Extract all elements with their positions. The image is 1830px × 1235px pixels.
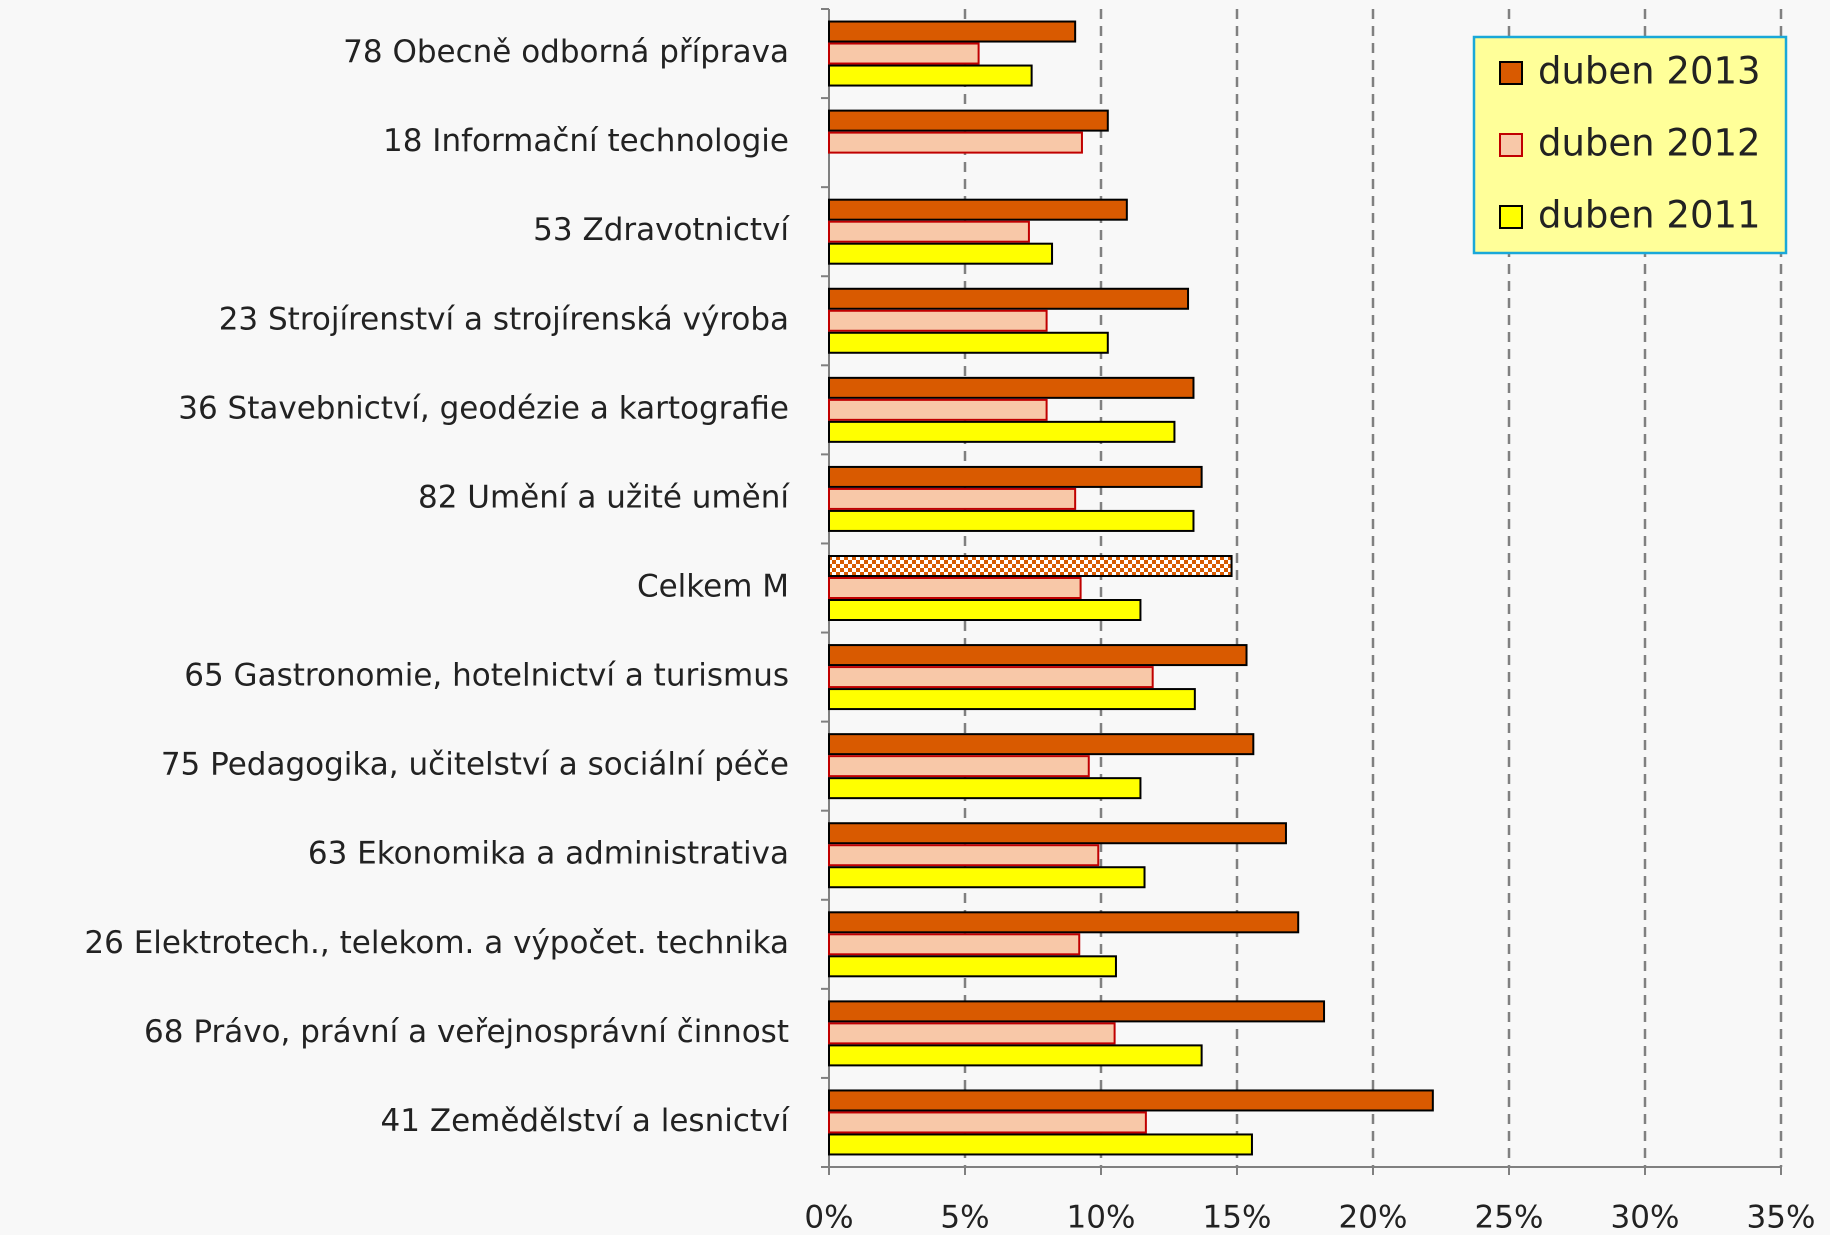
bar bbox=[828, 1000, 1326, 1023]
legend-label: duben 2013 bbox=[1538, 50, 1761, 93]
x-tick-label: 30% bbox=[1611, 1200, 1680, 1235]
x-tick-label: 0% bbox=[804, 1200, 853, 1235]
legend-label: duben 2012 bbox=[1538, 122, 1761, 165]
x-tick-label: 25% bbox=[1475, 1200, 1544, 1235]
bar bbox=[828, 398, 1048, 421]
bar bbox=[828, 733, 1255, 756]
legend-swatch bbox=[1499, 61, 1523, 85]
bar bbox=[828, 577, 1082, 599]
bar bbox=[828, 64, 1033, 87]
bar bbox=[828, 242, 1054, 265]
x-tick-label: 35% bbox=[1747, 1200, 1816, 1235]
y-tick-label: 65 Gastronomie, hotelnictví a turismus bbox=[184, 658, 789, 694]
bar bbox=[828, 777, 1142, 800]
bar bbox=[828, 309, 1048, 332]
bar bbox=[828, 688, 1196, 711]
y-tick-label: 23 Strojírenství a strojírenská výroba bbox=[219, 301, 789, 337]
bar bbox=[828, 955, 1117, 978]
bar bbox=[828, 465, 1203, 488]
bar bbox=[828, 555, 1233, 577]
y-tick-label: 82 Umění a užité umění bbox=[418, 479, 790, 515]
y-tick-label: 41 Zemědělství a lesnictví bbox=[381, 1103, 791, 1139]
bar bbox=[828, 666, 1154, 689]
bar bbox=[828, 331, 1109, 354]
bar bbox=[828, 1044, 1203, 1067]
bar bbox=[828, 287, 1190, 310]
y-tick-label: 53 Zdravotnictví bbox=[533, 212, 790, 248]
y-tick-label: 68 Právo, právní a veřejnosprávní činnos… bbox=[144, 1014, 789, 1050]
y-tick-label: 63 Ekonomika a administrativa bbox=[308, 836, 789, 872]
x-tick-label: 15% bbox=[1203, 1200, 1272, 1235]
bar bbox=[828, 1022, 1116, 1045]
bar bbox=[828, 198, 1128, 221]
legend-label: duben 2011 bbox=[1538, 194, 1761, 237]
bar bbox=[828, 109, 1109, 132]
y-tick-label: 75 Pedagogika, učitelství a sociální péč… bbox=[161, 747, 789, 783]
bar bbox=[828, 420, 1176, 443]
legend-box bbox=[1472, 35, 1788, 255]
y-tick-label: 18 Informační technologie bbox=[383, 123, 789, 159]
y-tick-label: 36 Stavebnictví, geodézie a kartografie bbox=[178, 390, 789, 426]
bar bbox=[828, 487, 1077, 510]
bar bbox=[828, 644, 1248, 667]
bar bbox=[828, 220, 1030, 243]
bar bbox=[828, 844, 1100, 867]
bar bbox=[828, 376, 1195, 399]
y-tick-label: Celkem M bbox=[637, 569, 789, 605]
bar bbox=[828, 20, 1077, 43]
bar bbox=[828, 509, 1195, 532]
bar bbox=[828, 599, 1142, 621]
x-tick-label: 20% bbox=[1339, 1200, 1408, 1235]
x-tick-label: 5% bbox=[940, 1200, 989, 1235]
bar bbox=[828, 755, 1090, 778]
bar bbox=[828, 911, 1300, 934]
legend-swatch bbox=[1499, 133, 1523, 157]
bar bbox=[828, 131, 1083, 154]
bar bbox=[828, 42, 980, 65]
bar bbox=[828, 1089, 1434, 1112]
bar bbox=[828, 866, 1146, 889]
bar bbox=[828, 822, 1287, 845]
bar bbox=[828, 933, 1081, 956]
x-tick-label: 10% bbox=[1067, 1200, 1136, 1235]
legend-swatch bbox=[1499, 205, 1523, 229]
y-tick-label: 78 Obecně odborná příprava bbox=[343, 34, 789, 70]
bar bbox=[828, 1133, 1253, 1156]
bar bbox=[828, 1111, 1147, 1134]
y-tick-label: 26 Elektrotech., telekom. a výpočet. tec… bbox=[84, 925, 789, 961]
